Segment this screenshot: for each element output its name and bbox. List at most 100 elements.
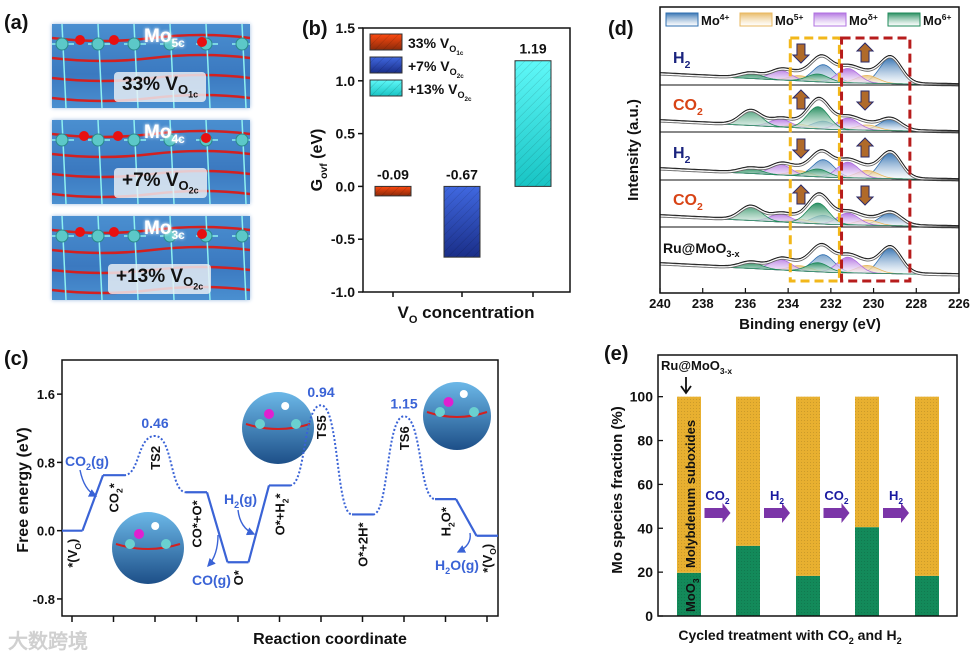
y-axis-label: Mo species fraction (%) xyxy=(609,406,626,574)
y-tick-label: 0.0 xyxy=(37,524,55,539)
gas-annotation-part: O(g) xyxy=(450,557,479,573)
spectrum-label-part: Ru@MoO xyxy=(663,240,727,256)
mo-atom xyxy=(163,133,177,147)
y-tick-label: -0.8 xyxy=(33,592,55,607)
y-axis-label-part: (eV) xyxy=(309,129,326,164)
start-annotation-part: Ru@MoO xyxy=(661,358,720,373)
start-annotation: Ru@MoO3-x xyxy=(661,358,732,376)
y-axis-label: Govf (eV) xyxy=(309,129,330,192)
fit-envelope xyxy=(659,54,959,84)
inset-o-atom xyxy=(264,409,274,419)
bar-texture xyxy=(915,575,939,616)
state-label-part: TS5 xyxy=(314,415,329,439)
energy-connector xyxy=(81,474,105,532)
bar-hatch xyxy=(444,186,480,258)
state-label-part: O*+2H* xyxy=(356,522,371,567)
gas-annotation-part: H xyxy=(435,557,445,573)
legend-swatch-hatch xyxy=(370,57,402,73)
x-tick-label: 240 xyxy=(649,296,671,311)
legend-label-part: O xyxy=(457,90,464,100)
oxygen-atom xyxy=(197,229,207,239)
inset-mo-atom xyxy=(161,539,171,549)
inset-h-atom xyxy=(281,402,290,410)
state-label-part: * xyxy=(273,493,288,499)
oxygen-atom xyxy=(79,131,89,141)
inset-bond xyxy=(426,411,488,418)
y-tick-label-part: -0.5 xyxy=(331,231,355,247)
bar-texture xyxy=(915,396,939,576)
step-label-part: 2 xyxy=(779,496,784,506)
inset-mo-atom xyxy=(469,407,479,417)
legend-label-part: 1c xyxy=(456,50,464,57)
mo-atom xyxy=(127,229,141,243)
y-tick-label-part: 0.8 xyxy=(37,455,55,470)
fitted-component xyxy=(659,261,959,276)
x-tick-label-part: 234 xyxy=(777,296,799,311)
y-tick-label-part: 20 xyxy=(637,564,653,580)
x-tick-label: 230 xyxy=(863,296,885,311)
y-tick-label-part: 1.5 xyxy=(336,20,356,36)
legend-label-part: O xyxy=(449,44,456,54)
mo-atom xyxy=(127,37,141,51)
structure-image-3: Mo3c +13% VO2c xyxy=(52,216,250,300)
y-tick-label-part: 1.0 xyxy=(336,73,356,89)
state-label-part: H xyxy=(439,527,454,536)
arrow-right-icon xyxy=(764,503,790,523)
panel-label-b: (b) xyxy=(302,18,328,40)
mo-atom xyxy=(163,37,177,51)
state-label-part: 2 xyxy=(446,522,456,527)
gas-annotation-part: CO(g) xyxy=(192,572,231,588)
y-tick-label-part: 40 xyxy=(637,520,653,536)
y-axis-label-part: Mo species fraction (%) xyxy=(609,406,626,574)
start-annotation-part: 3-x xyxy=(720,366,733,376)
state-label: TS6 xyxy=(397,426,412,450)
spectrum-label-part: 2 xyxy=(685,60,691,71)
inset-bond xyxy=(245,423,311,430)
y-axis-label-part: Intensity (a.u.) xyxy=(625,99,642,201)
step-label: CO2 xyxy=(824,488,849,506)
state-label-part: O*+H xyxy=(273,503,288,535)
oxygen-atom xyxy=(109,227,119,237)
state-label: O*+2H* xyxy=(356,522,371,567)
mo-o-bond xyxy=(52,149,250,159)
step-label: H2 xyxy=(770,488,784,506)
x-tick-label-part: 232 xyxy=(820,296,842,311)
bar-texture xyxy=(736,545,760,616)
state-label-part: *(V xyxy=(480,554,495,572)
bar-hatch xyxy=(515,60,551,187)
mo-atom xyxy=(127,133,141,147)
state-label: CO2* xyxy=(107,482,125,512)
vacancy-label: 33% VO1c xyxy=(114,71,207,102)
y-axis-label-part: Free energy (eV) xyxy=(15,427,32,552)
mo-o-bond xyxy=(52,53,250,63)
arrow-up-icon xyxy=(855,42,875,63)
spectrum-label-part: H xyxy=(673,50,685,67)
y-tick-label: 1.0 xyxy=(336,73,356,89)
inset-mo-atom xyxy=(435,407,445,417)
site-label: Mo4c xyxy=(144,122,185,146)
plot-frame xyxy=(659,6,960,294)
x-axis-label: Binding energy (eV) xyxy=(739,316,881,333)
y-tick-label-part: 0 xyxy=(645,608,653,624)
oxygen-atom xyxy=(109,35,119,45)
arrow-right-icon xyxy=(823,503,850,523)
series-label-moo3: MoO3 xyxy=(683,578,701,612)
bar-texture xyxy=(855,396,879,528)
y-tick-label: 1.6 xyxy=(37,387,55,402)
plot-frame xyxy=(657,354,958,617)
highlight-region xyxy=(788,36,841,283)
x-axis-label-part: concentration xyxy=(417,303,534,322)
x-axis-label-part: and H xyxy=(854,627,897,643)
arrow-down-icon xyxy=(680,377,692,395)
x-tick-label: 232 xyxy=(820,296,842,311)
y-tick-label-part: 1.6 xyxy=(37,387,55,402)
state-label: CO*+O* xyxy=(190,499,205,547)
state-label-part: TS6 xyxy=(397,426,412,450)
x-tick-label-part: 238 xyxy=(692,296,714,311)
inset-h-atom xyxy=(151,522,160,530)
data-label-part: 1.19 xyxy=(519,41,546,57)
gas-annotation-part: (g) xyxy=(239,491,257,507)
step-label: CO2 xyxy=(705,488,730,506)
